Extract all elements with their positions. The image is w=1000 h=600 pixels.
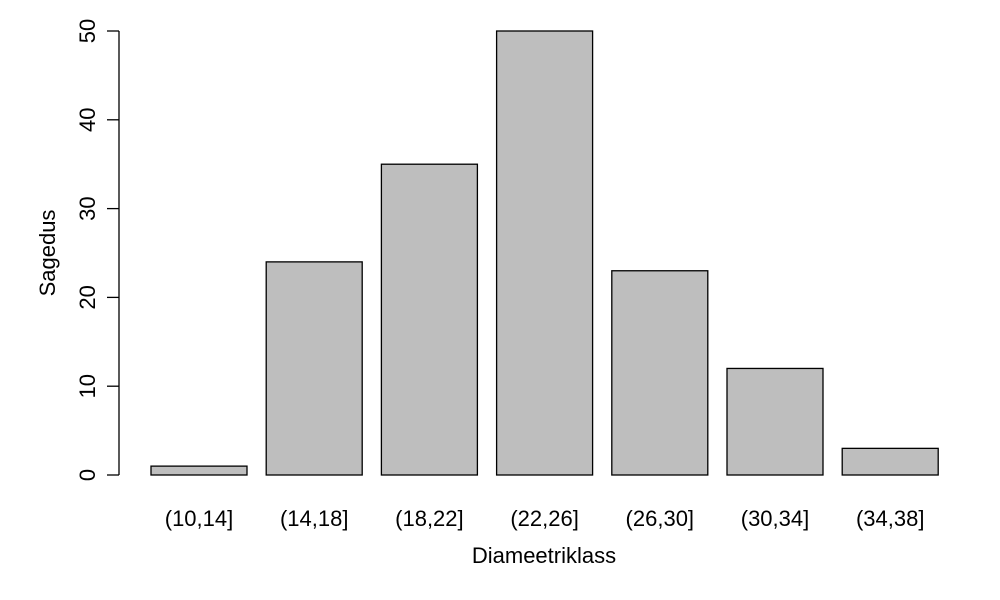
y-tick-label: 0: [75, 469, 100, 481]
y-axis: 0 10 20 30 40 50: [75, 19, 120, 481]
x-tick-label: (30,34]: [741, 506, 810, 531]
x-tick-label: (10,14]: [165, 506, 234, 531]
bar-0: [150, 465, 248, 476]
x-tick-label: (22,26]: [510, 506, 579, 531]
y-tick-label: 50: [75, 19, 100, 43]
x-tick-label: (26,30]: [626, 506, 695, 531]
x-tick-label: (18,22]: [395, 506, 464, 531]
bar-2: [380, 163, 479, 476]
bar-5: [726, 367, 824, 476]
y-tick-label: 30: [75, 196, 100, 220]
x-tick-label: (34,38]: [856, 506, 925, 531]
bar-6: [841, 447, 939, 476]
y-axis-title: Sagedus: [35, 210, 60, 297]
x-tick-label: (14,18]: [280, 506, 349, 531]
y-tick-label: 40: [75, 108, 100, 132]
bars-group: [150, 30, 939, 476]
x-axis-labels: (10,14] (14,18] (18,22] (22,26] (26,30] (30,3…: [165, 506, 925, 531]
bar-3: [495, 30, 594, 476]
bar-1: [265, 261, 363, 476]
x-axis-title: Diameetriklass: [472, 543, 616, 568]
y-tick-label: 20: [75, 285, 100, 309]
y-tick-label: 10: [75, 374, 100, 398]
bar-4: [611, 270, 709, 476]
